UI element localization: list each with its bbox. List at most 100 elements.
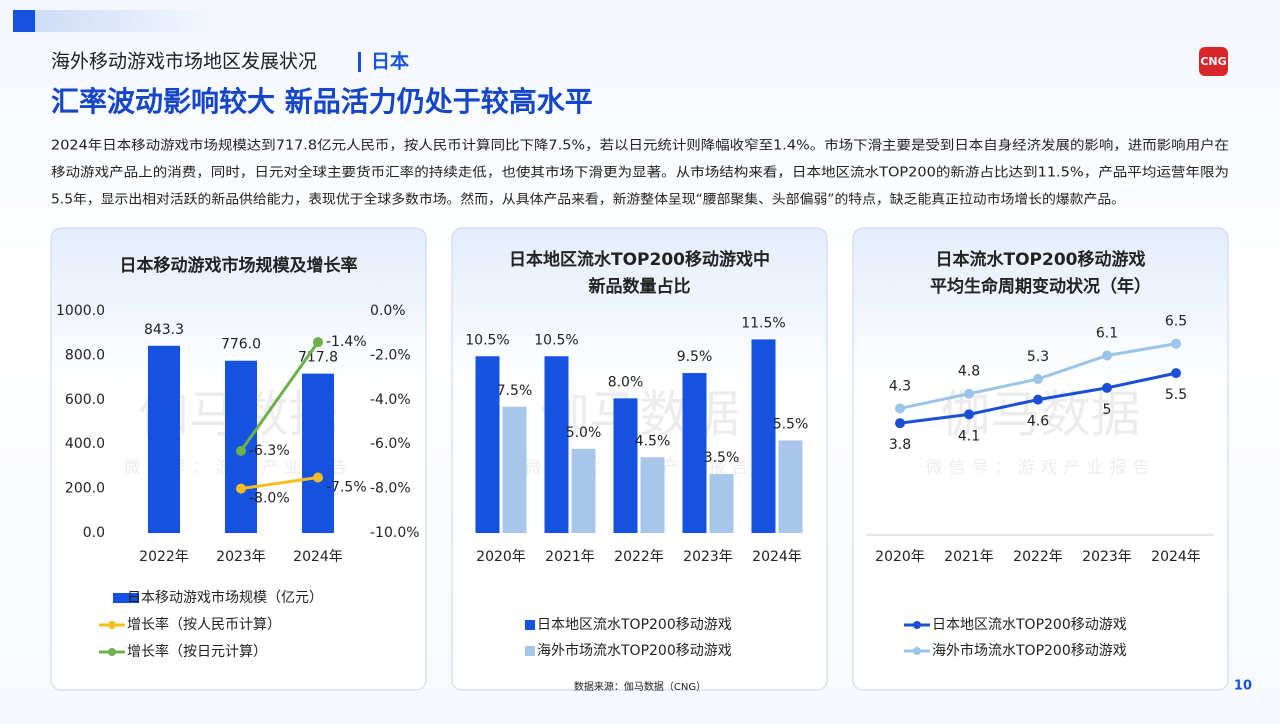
bar <box>475 356 500 533</box>
point <box>1171 338 1181 349</box>
data-label: 6.1 <box>1096 325 1118 341</box>
x-tick-label: 2024年 <box>293 549 343 565</box>
y-tick-label: 400.0 <box>65 436 105 452</box>
y-tick-label: 600.0 <box>65 392 105 408</box>
y2-tick-label: 0.0% <box>370 303 406 319</box>
bar <box>544 356 569 533</box>
legend-dot <box>913 647 921 655</box>
x-tick-label: 2024年 <box>752 549 802 565</box>
point <box>1102 382 1112 393</box>
point <box>313 472 323 483</box>
legend-label: 日本地区流水TOP200移动游戏 <box>932 617 1127 633</box>
y-tick-label: 0.0 <box>83 525 105 541</box>
data-label: 5.5 <box>1165 387 1187 403</box>
y2-tick-label: -6.0% <box>370 436 411 452</box>
legend-label: 增长率（按人民币计算） <box>127 616 281 633</box>
top-band <box>13 10 213 32</box>
data-label: 7.5% <box>497 383 533 399</box>
y-tick-label: 200.0 <box>65 481 105 497</box>
point <box>313 337 323 348</box>
data-label: 4.8 <box>958 364 980 380</box>
page-number: 10 <box>1234 679 1252 694</box>
panel <box>451 227 828 691</box>
legend-swatch <box>525 620 535 630</box>
chart-title: 平均生命周期变动状况（年） <box>930 276 1151 297</box>
data-label: 3.5% <box>704 450 740 466</box>
data-label: -6.3% <box>249 443 290 459</box>
data-label: 8.0% <box>608 374 644 390</box>
y-tick-label: 800.0 <box>65 347 105 363</box>
legend-label: 日本移动游戏市场规模（亿元） <box>127 589 323 606</box>
data-label: 4.6 <box>1027 414 1049 430</box>
y2-tick-label: -8.0% <box>370 481 411 497</box>
x-tick-label: 2023年 <box>683 549 733 565</box>
data-label: 776.0 <box>221 337 261 353</box>
data-label: 11.5% <box>741 315 785 331</box>
data-label: -8.0% <box>249 491 290 507</box>
chart-title: 新品数量占比 <box>589 276 691 297</box>
bar <box>502 406 527 533</box>
point <box>895 403 905 414</box>
data-label: 5.0% <box>566 425 602 441</box>
chart-title: 日本移动游戏市场规模及增长率 <box>120 255 358 276</box>
line <box>240 476 319 491</box>
data-label: 9.5% <box>677 349 713 365</box>
data-label: 4.1 <box>958 428 980 444</box>
x-tick-label: 2021年 <box>944 549 994 565</box>
x-tick-label: 2020年 <box>875 549 925 565</box>
x-tick-label: 2022年 <box>139 549 189 565</box>
data-label: -1.4% <box>326 334 367 350</box>
bar <box>613 398 638 533</box>
chart-title: 日本流水TOP200移动游戏 <box>936 249 1146 270</box>
point <box>1102 350 1112 361</box>
legend-label: 海外市场流水TOP200移动游戏 <box>537 642 732 659</box>
data-label: 4.5% <box>635 433 671 449</box>
legend-label: 海外市场流水TOP200移动游戏 <box>932 642 1127 659</box>
point <box>236 483 246 494</box>
section: 海外移动游戏市场地区发展状况 <box>51 51 317 73</box>
x-tick-label: 2020年 <box>476 549 526 565</box>
legend-label: 增长率（按日元计算） <box>127 643 267 660</box>
top-square <box>13 10 35 32</box>
bar <box>571 448 596 533</box>
line <box>239 341 320 452</box>
body-line: 移动游戏产品上的消费，同时，日元对全球主要货币汇率的持续走低，也使其市场下滑更为… <box>51 165 1229 181</box>
bar <box>709 474 734 533</box>
y2-tick-label: -2.0% <box>370 347 411 363</box>
legend-swatch <box>525 646 535 656</box>
x-tick-label: 2022年 <box>1013 549 1063 565</box>
point <box>1171 368 1181 379</box>
region: 日本 <box>371 50 409 73</box>
bar <box>778 440 803 533</box>
data-label: 4.3 <box>889 378 911 394</box>
x-tick-label: 2023年 <box>1082 549 1132 565</box>
data-label: 10.5% <box>465 332 509 348</box>
legend-label: 日本地区流水TOP200移动游戏 <box>537 617 732 633</box>
x-tick-label: 2024年 <box>1151 549 1201 565</box>
bar <box>148 345 180 533</box>
data-label: -7.5% <box>326 480 367 496</box>
body-line: 5.5年，显示出相对活跃的新品供给能力，表现优于全球多数市场。然而，从具体产品来… <box>51 192 1125 208</box>
source: 数据来源：伽马数据（CNG） <box>574 680 706 693</box>
logo: CNG <box>1200 55 1226 68</box>
point <box>236 445 246 456</box>
bar <box>302 373 334 533</box>
panel <box>852 227 1229 691</box>
body-line: 2024年日本移动游戏市场规模达到717.8亿元人民币，按人民币计算同比下降7.… <box>51 138 1229 154</box>
headline: 汇率波动影响较大 新品活力仍处于较高水平 <box>51 85 593 118</box>
x-tick-label: 2023年 <box>216 549 266 565</box>
y2-tick-label: -10.0% <box>370 525 420 541</box>
legend-swatch <box>113 593 139 603</box>
bar <box>751 339 776 533</box>
point <box>964 409 974 420</box>
logo-bg <box>1199 47 1228 76</box>
data-label: 10.5% <box>534 332 578 348</box>
data-label: 843.3 <box>144 322 184 338</box>
separator <box>358 52 361 72</box>
data-label: 6.5 <box>1165 314 1187 330</box>
x-tick-label: 2021年 <box>545 549 595 565</box>
point <box>895 418 905 429</box>
chart-title: 日本地区流水TOP200移动游戏中 <box>509 249 770 270</box>
